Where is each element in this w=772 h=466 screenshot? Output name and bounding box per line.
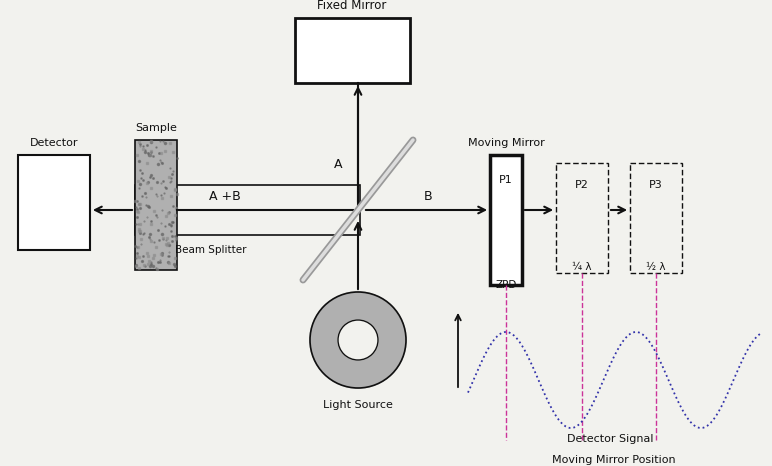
Text: Moving Mirror: Moving Mirror <box>468 138 544 148</box>
Text: B: B <box>424 190 432 203</box>
Bar <box>18 155 90 250</box>
Text: ¼ λ: ¼ λ <box>572 262 592 272</box>
Bar <box>295 18 410 83</box>
Text: Fixed Mirror: Fixed Mirror <box>317 0 387 12</box>
Circle shape <box>338 320 378 360</box>
Text: Detector: Detector <box>30 138 78 148</box>
Bar <box>630 163 682 273</box>
Text: ½ λ: ½ λ <box>646 262 665 272</box>
Text: Beam Splitter: Beam Splitter <box>175 245 246 255</box>
Text: Moving Mirror Position: Moving Mirror Position <box>552 455 676 465</box>
Text: P1: P1 <box>499 175 513 185</box>
Text: Detector Signal: Detector Signal <box>567 434 653 444</box>
Text: P2: P2 <box>575 180 589 190</box>
Bar <box>556 163 608 273</box>
Text: A: A <box>334 158 342 171</box>
Text: A +B: A +B <box>209 190 241 203</box>
Bar <box>135 185 360 235</box>
Text: P3: P3 <box>649 180 663 190</box>
Text: Light Source: Light Source <box>323 400 393 410</box>
Bar <box>490 155 522 285</box>
Text: ZPD: ZPD <box>496 280 516 290</box>
Text: Sample: Sample <box>135 123 177 133</box>
Circle shape <box>310 292 406 388</box>
Bar <box>135 140 177 270</box>
